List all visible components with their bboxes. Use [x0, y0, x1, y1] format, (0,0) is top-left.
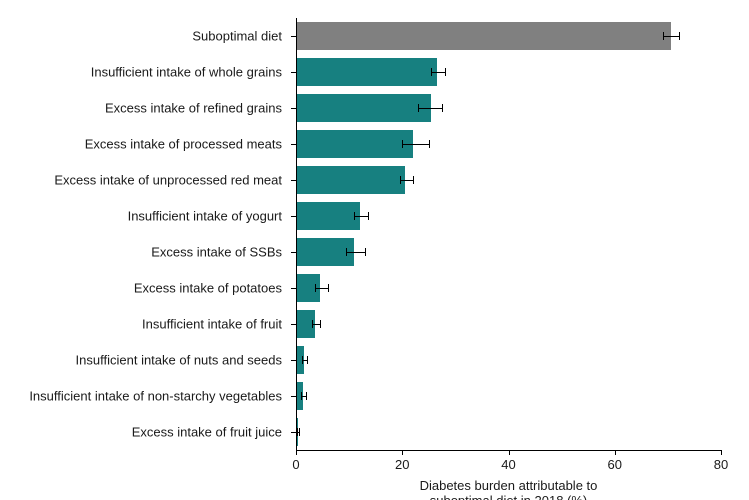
- x-tick-label: 60: [608, 457, 622, 472]
- x-tick-label: 40: [501, 457, 515, 472]
- y-axis-line: [296, 18, 297, 450]
- category-label: Insufficient intake of whole grains: [91, 65, 282, 80]
- error-cap: [312, 320, 313, 328]
- x-axis-title: Diabetes burden attributable to suboptim…: [402, 478, 615, 500]
- category-label: Excess intake of SSBs: [151, 245, 282, 260]
- x-tick-label: 80: [714, 457, 728, 472]
- x-axis-area: 020406080Diabetes burden attributable to…: [296, 450, 721, 500]
- bar: [296, 22, 671, 50]
- error-cap: [368, 212, 369, 220]
- category-label: Suboptimal diet: [192, 29, 282, 44]
- category-label: Excess intake of refined grains: [105, 101, 282, 116]
- category-label: Insufficient intake of fruit: [142, 317, 282, 332]
- x-tick-label: 0: [292, 457, 299, 472]
- category-label: Insufficient intake of non-starchy veget…: [29, 389, 282, 404]
- error-cap: [299, 428, 300, 436]
- error-bar: [312, 324, 320, 325]
- error-cap: [679, 32, 680, 40]
- error-cap: [429, 140, 430, 148]
- category-label: Excess intake of processed meats: [85, 137, 282, 152]
- x-tick: [721, 450, 722, 455]
- x-tick-label: 20: [395, 457, 409, 472]
- bar: [296, 202, 360, 230]
- y-labels: Suboptimal diet Insufficient intake of wh…: [0, 18, 286, 450]
- category-label: Insufficient intake of yogurt: [128, 209, 282, 224]
- category-label: Excess intake of unprocessed red meat: [54, 173, 282, 188]
- error-cap: [442, 104, 443, 112]
- error-bar: [418, 108, 442, 109]
- category-label: Excess intake of fruit juice: [132, 425, 282, 440]
- error-bar: [431, 72, 444, 73]
- category-label: Insufficient intake of nuts and seeds: [76, 353, 282, 368]
- bar: [296, 58, 437, 86]
- error-bar: [400, 180, 413, 181]
- error-cap: [663, 32, 664, 40]
- error-bar: [402, 144, 429, 145]
- error-cap: [306, 392, 307, 400]
- error-cap: [354, 212, 355, 220]
- plot-area: [296, 18, 721, 450]
- error-cap: [445, 68, 446, 76]
- error-cap: [315, 284, 316, 292]
- error-bar: [315, 288, 328, 289]
- error-cap: [413, 176, 414, 184]
- x-tick: [615, 450, 616, 455]
- error-cap: [320, 320, 321, 328]
- category-label: Excess intake of potatoes: [134, 281, 282, 296]
- bar: [296, 166, 405, 194]
- error-cap: [346, 248, 347, 256]
- error-bar: [663, 36, 679, 37]
- error-cap: [307, 356, 308, 364]
- error-cap: [302, 356, 303, 364]
- error-cap: [402, 140, 403, 148]
- x-tick: [402, 450, 403, 455]
- bar: [296, 94, 431, 122]
- x-tick: [509, 450, 510, 455]
- bar: [296, 130, 413, 158]
- error-cap: [418, 104, 419, 112]
- error-bar: [354, 216, 367, 217]
- error-cap: [431, 68, 432, 76]
- bar-chart: Suboptimal diet Insufficient intake of wh…: [0, 0, 749, 500]
- error-cap: [301, 392, 302, 400]
- error-cap: [328, 284, 329, 292]
- error-bar: [346, 252, 365, 253]
- error-cap: [400, 176, 401, 184]
- error-cap: [365, 248, 366, 256]
- error-cap: [297, 428, 298, 436]
- x-tick: [296, 450, 297, 455]
